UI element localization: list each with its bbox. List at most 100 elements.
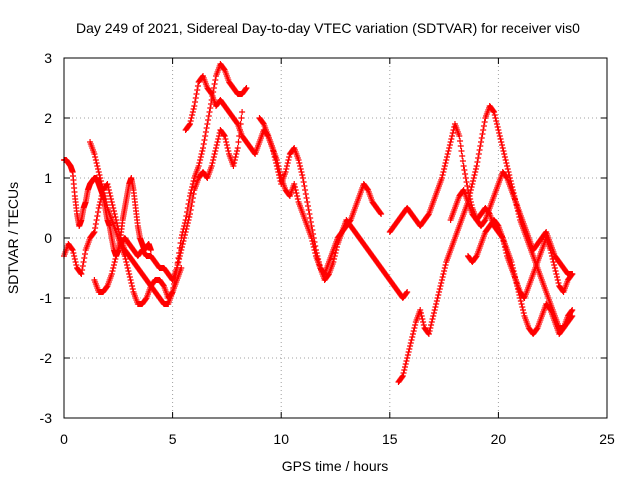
data-point xyxy=(449,130,456,136)
data-point xyxy=(187,207,194,213)
data-point xyxy=(170,285,177,291)
data-point xyxy=(91,229,98,235)
series-arc-4 xyxy=(91,109,246,295)
data-point xyxy=(331,256,338,262)
data-point xyxy=(100,187,107,193)
data-point xyxy=(197,157,204,163)
data-point xyxy=(549,256,556,262)
data-point xyxy=(438,277,445,283)
data-point xyxy=(511,193,518,199)
data-point xyxy=(417,307,424,313)
data-point xyxy=(275,169,282,175)
data-point xyxy=(475,155,482,161)
data-point xyxy=(297,166,304,172)
data-point xyxy=(105,187,112,193)
data-point xyxy=(202,129,209,135)
data-point xyxy=(270,148,277,154)
data-point xyxy=(106,190,113,196)
data-point xyxy=(182,229,189,235)
data-point xyxy=(307,219,314,225)
data-point xyxy=(310,235,317,241)
data-point xyxy=(79,267,86,273)
data-point xyxy=(491,109,498,115)
data-point xyxy=(512,199,519,205)
data-point xyxy=(332,250,339,256)
data-point xyxy=(231,157,238,163)
data-point xyxy=(233,151,240,157)
data-point xyxy=(418,313,425,319)
data-point xyxy=(110,262,117,268)
data-point xyxy=(293,190,300,196)
data-point xyxy=(331,253,338,259)
data-series xyxy=(61,61,576,385)
data-point xyxy=(186,122,193,128)
data-point xyxy=(501,154,508,160)
data-point xyxy=(243,85,250,91)
data-point xyxy=(501,151,508,157)
data-point xyxy=(435,292,442,298)
data-point xyxy=(271,154,278,160)
data-point xyxy=(437,283,444,289)
data-point xyxy=(95,205,102,211)
data-point xyxy=(461,167,468,173)
data-point xyxy=(554,277,561,283)
data-point xyxy=(124,265,131,271)
data-point xyxy=(490,108,497,114)
data-point xyxy=(242,86,249,92)
data-point xyxy=(520,310,527,316)
data-point xyxy=(200,145,207,151)
data-point xyxy=(94,213,101,219)
data-point xyxy=(175,259,182,265)
data-point xyxy=(480,123,487,129)
data-point xyxy=(408,337,415,343)
data-point xyxy=(200,141,207,147)
data-point xyxy=(426,328,433,334)
data-point xyxy=(479,131,486,137)
data-point xyxy=(513,202,520,208)
data-point xyxy=(205,113,212,119)
data-point xyxy=(121,253,128,259)
data-point xyxy=(510,190,517,196)
data-point xyxy=(439,172,446,178)
data-point xyxy=(316,262,323,268)
data-point xyxy=(305,207,312,213)
y-tick-label: 3 xyxy=(44,50,52,66)
data-point xyxy=(190,178,197,184)
data-point xyxy=(399,373,406,379)
data-point xyxy=(190,106,197,112)
data-point xyxy=(284,160,291,166)
data-point xyxy=(514,208,521,214)
data-point xyxy=(446,142,453,148)
data-point xyxy=(500,148,507,154)
data-point xyxy=(304,203,311,209)
data-point xyxy=(307,215,314,221)
data-point xyxy=(438,280,445,286)
data-point xyxy=(306,211,313,217)
data-point xyxy=(202,133,209,139)
data-point xyxy=(111,211,118,217)
data-point xyxy=(443,154,450,160)
data-point xyxy=(195,163,202,169)
x-tick-label: 20 xyxy=(491,431,507,447)
data-point xyxy=(472,169,479,175)
data-point xyxy=(439,274,446,280)
data-point xyxy=(404,289,411,295)
data-point xyxy=(442,160,449,166)
data-point xyxy=(551,262,558,268)
data-point xyxy=(555,280,562,286)
data-point xyxy=(201,137,208,143)
data-point xyxy=(225,148,232,154)
x-tick-label: 15 xyxy=(382,431,398,447)
data-point xyxy=(504,166,511,172)
data-point xyxy=(209,160,216,166)
data-point xyxy=(431,307,438,313)
data-point xyxy=(94,163,101,169)
data-point xyxy=(427,325,434,331)
data-point xyxy=(508,181,515,187)
data-point xyxy=(407,340,414,346)
data-point xyxy=(79,263,86,269)
data-point xyxy=(441,268,448,274)
data-point xyxy=(496,130,503,136)
data-point xyxy=(463,179,470,185)
data-point xyxy=(515,211,522,217)
